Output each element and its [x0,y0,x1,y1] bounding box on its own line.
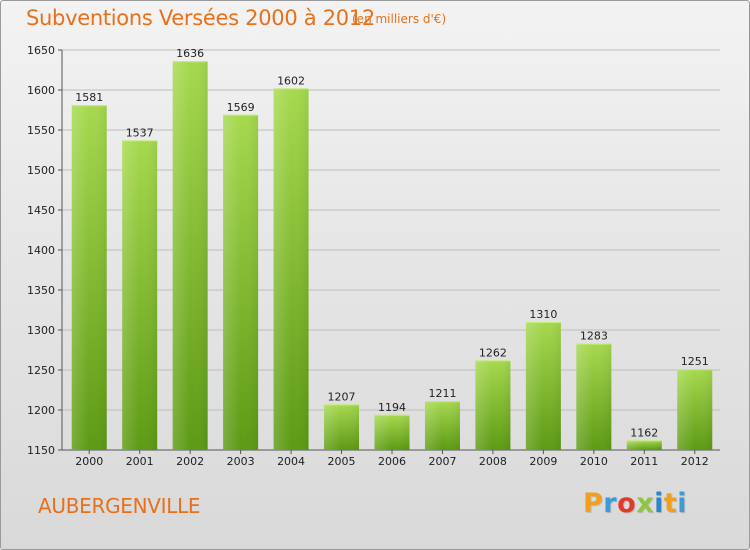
data-label: 1194 [378,401,406,414]
x-tick-label: 2011 [630,455,658,468]
logo-letter: r [603,488,618,519]
y-tick-label: 1550 [27,124,55,137]
x-tick-label: 2005 [328,455,356,468]
x-tick-label: 2012 [681,455,709,468]
y-tick-label: 1600 [27,84,55,97]
x-tick-label: 2010 [580,455,608,468]
y-tick-label: 1300 [27,324,55,337]
data-labels: 1581 1537 1636 1569 1602 1207 1194 1211 1262 1310… [75,47,709,439]
logo-letter: i [654,488,664,519]
grid-lines [62,49,720,451]
x-tick-label: 2006 [378,455,406,468]
x-tick-label: 2001 [126,455,154,468]
chart-subtitle: (en milliers d'€) [352,12,447,26]
data-label: 1283 [580,330,608,343]
data-label: 1581 [75,91,103,104]
bar-shine [626,440,662,450]
data-label: 1537 [126,126,154,139]
data-label: 1569 [227,101,255,114]
logo-letter: i [677,488,688,519]
data-label: 1207 [328,390,356,403]
bar-shine [122,140,158,450]
bar-shine [525,322,561,450]
commune-name: AUBERGENVILLE [38,494,201,518]
y-tick-label: 1250 [27,364,55,377]
x-tick-label: 2007 [428,455,456,468]
y-tick-label: 1650 [27,44,55,57]
x-tick-labels: 2000 2001 2002 2003 2004 2005 2006 2007 2008 2009… [75,455,709,468]
data-label: 1211 [428,387,456,400]
x-tick-label: 2009 [529,455,557,468]
bar-shine [424,401,460,450]
bars [71,61,713,451]
logo-letter: o [617,488,637,519]
x-tick-label: 2003 [227,455,255,468]
logo-letter: t [663,488,678,519]
y-tick-label: 1350 [27,284,55,297]
x-tick-label: 2000 [75,455,103,468]
data-label: 1602 [277,74,305,87]
x-tick-label: 2008 [479,455,507,468]
data-label: 1251 [681,355,709,368]
y-tick-label: 1500 [27,164,55,177]
bar-shine [576,343,612,450]
bar-shine [324,404,360,450]
y-tick-label: 1150 [27,444,55,457]
x-tick-label: 2002 [176,455,204,468]
y-tick-label: 1450 [27,204,55,217]
data-label: 1636 [176,47,204,60]
axes [58,49,720,454]
logo-letter: P [583,488,604,519]
bar-shine [273,88,309,451]
y-tick-label: 1400 [27,244,55,257]
bar-shine [374,414,410,450]
bar-shine [71,105,107,450]
data-label: 1262 [479,346,507,359]
logo-letter: x [636,488,655,519]
data-label: 1310 [529,308,557,321]
bar-shine [172,61,208,450]
bar-shine [223,114,259,451]
data-label: 1162 [630,426,658,439]
chart-title: Subventions Versées 2000 à 2012 [26,6,375,30]
y-tick-label: 1200 [27,404,55,417]
proxiti-logo: Proxiti [583,488,687,519]
x-tick-label: 2004 [277,455,305,468]
bar-shine [475,360,511,450]
y-tick-labels: 1150 1200 1250 1300 1350 1400 1450 1500 1550 1600… [27,44,55,457]
bar-shine [677,369,713,450]
